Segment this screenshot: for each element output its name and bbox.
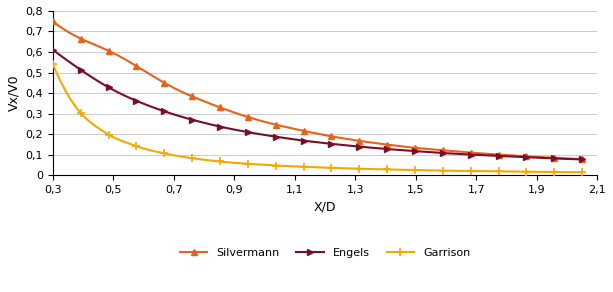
Legend: Silvermann, Engels, Garrison: Silvermann, Engels, Garrison: [175, 243, 475, 262]
Silvermann: [216, 106, 224, 109]
Engels: [550, 157, 558, 160]
Engels: [216, 125, 224, 128]
Garrison: [523, 170, 530, 173]
Engels: [133, 99, 140, 102]
Silvermann: [244, 115, 251, 119]
Silvermann: [411, 146, 419, 150]
Garrison: [161, 152, 168, 155]
Engels: [439, 151, 446, 155]
Garrison: [244, 162, 251, 166]
Silvermann: [105, 49, 112, 53]
Garrison: [579, 171, 586, 174]
Engels: [105, 86, 112, 89]
Silvermann: [384, 143, 391, 146]
Line: Silvermann: Silvermann: [50, 18, 585, 163]
Garrison: [216, 160, 224, 163]
Engels: [356, 145, 363, 148]
Garrison: [495, 170, 502, 173]
Line: Garrison: Garrison: [48, 60, 586, 176]
Garrison: [105, 133, 112, 136]
Garrison: [411, 168, 419, 172]
Engels: [161, 110, 168, 113]
Silvermann: [579, 157, 586, 161]
Silvermann: [272, 123, 280, 126]
Garrison: [188, 157, 196, 160]
Silvermann: [188, 95, 196, 98]
Engels: [579, 158, 586, 161]
Engels: [495, 154, 502, 158]
Silvermann: [356, 139, 363, 142]
Engels: [300, 139, 307, 142]
Garrison: [384, 168, 391, 171]
Engels: [384, 147, 391, 151]
Silvermann: [300, 129, 307, 133]
Silvermann: [49, 20, 56, 23]
Garrison: [439, 169, 446, 172]
Garrison: [272, 164, 280, 167]
Garrison: [328, 166, 335, 170]
Engels: [272, 135, 280, 138]
Garrison: [467, 169, 474, 173]
Garrison: [550, 170, 558, 174]
Silvermann: [328, 135, 335, 138]
Garrison: [356, 167, 363, 171]
Silvermann: [550, 156, 558, 159]
Garrison: [300, 165, 307, 168]
Line: Engels: Engels: [50, 46, 585, 163]
Y-axis label: Vx/V0: Vx/V0: [7, 75, 20, 111]
Silvermann: [133, 64, 140, 68]
Silvermann: [467, 151, 474, 154]
Engels: [328, 142, 335, 146]
Engels: [49, 48, 56, 52]
Garrison: [77, 111, 85, 115]
X-axis label: X/D: X/D: [314, 200, 337, 213]
Engels: [467, 153, 474, 156]
Garrison: [49, 62, 56, 66]
Garrison: [133, 145, 140, 148]
Engels: [77, 68, 85, 72]
Engels: [411, 149, 419, 153]
Engels: [523, 155, 530, 159]
Silvermann: [161, 81, 168, 85]
Silvermann: [439, 149, 446, 152]
Silvermann: [77, 37, 85, 40]
Engels: [188, 118, 196, 121]
Silvermann: [495, 153, 502, 156]
Engels: [244, 130, 251, 134]
Silvermann: [523, 154, 530, 158]
